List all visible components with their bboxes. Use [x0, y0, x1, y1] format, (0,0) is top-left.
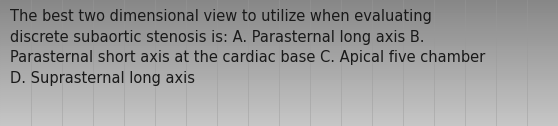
Bar	[0, 118, 558, 120]
Bar	[0, 61, 558, 63]
Bar	[0, 17, 558, 19]
Bar	[0, 67, 558, 69]
Bar	[0, 113, 558, 116]
Bar	[0, 97, 558, 99]
Bar	[0, 2, 558, 4]
Bar	[0, 0, 558, 2]
Bar	[0, 101, 558, 103]
Bar	[0, 13, 558, 15]
Bar	[0, 80, 558, 82]
Bar	[0, 71, 558, 73]
Bar	[0, 76, 558, 78]
Bar	[0, 34, 558, 36]
Bar	[0, 86, 558, 88]
Bar	[0, 88, 558, 90]
Bar	[0, 92, 558, 94]
Bar	[0, 36, 558, 38]
Bar	[0, 25, 558, 27]
Bar	[0, 63, 558, 65]
Text: The best two dimensional view to utilize when evaluating
discrete subaortic sten: The best two dimensional view to utilize…	[10, 9, 485, 86]
Bar	[0, 27, 558, 29]
Bar	[0, 50, 558, 53]
Bar	[0, 73, 558, 76]
Bar	[0, 6, 558, 8]
Bar	[0, 29, 558, 32]
Bar	[0, 94, 558, 97]
Bar	[0, 44, 558, 46]
Bar	[0, 122, 558, 124]
Bar	[0, 59, 558, 61]
Bar	[0, 15, 558, 17]
Bar	[0, 38, 558, 40]
Bar	[0, 8, 558, 10]
Bar	[0, 19, 558, 21]
Bar	[0, 120, 558, 122]
Bar	[0, 105, 558, 107]
Bar	[0, 107, 558, 109]
Bar	[0, 78, 558, 80]
Bar	[0, 10, 558, 13]
Bar	[0, 48, 558, 50]
Bar	[0, 21, 558, 23]
Bar	[0, 46, 558, 48]
Bar	[0, 40, 558, 42]
Bar	[0, 82, 558, 84]
Bar	[0, 116, 558, 118]
Bar	[0, 42, 558, 44]
Bar	[0, 55, 558, 57]
Bar	[0, 109, 558, 111]
Bar	[0, 90, 558, 92]
Bar	[0, 124, 558, 126]
Bar	[0, 84, 558, 86]
Bar	[0, 103, 558, 105]
Bar	[0, 111, 558, 113]
Bar	[0, 23, 558, 25]
Bar	[0, 53, 558, 55]
Bar	[0, 32, 558, 34]
Bar	[0, 69, 558, 71]
Bar	[0, 65, 558, 67]
Bar	[0, 99, 558, 101]
Bar	[0, 4, 558, 6]
Bar	[0, 57, 558, 59]
